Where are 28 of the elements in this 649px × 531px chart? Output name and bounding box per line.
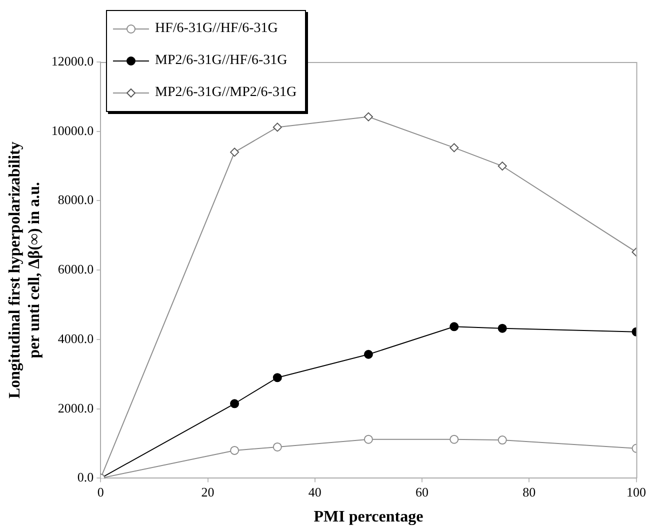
point — [230, 399, 240, 408]
point — [272, 442, 282, 452]
point — [450, 322, 459, 332]
point — [364, 350, 373, 359]
y-tick-label: 12000.0 — [51, 53, 94, 68]
y-tick-label: 10000.0 — [51, 122, 94, 138]
legend-label: MP2/6-31G//HF/6-31G — [155, 53, 288, 69]
x-axis-title: PMI percentage — [314, 508, 424, 526]
point — [272, 373, 282, 382]
x-tick-label: 20 — [201, 484, 214, 500]
y-tick-label: 4000.0 — [58, 330, 94, 346]
x-tick-label: 40 — [308, 484, 322, 500]
point — [498, 436, 507, 445]
y-tick-label: 8000.0 — [58, 192, 94, 208]
legend-label: HF/6-31G//HF/6-31G — [155, 21, 278, 37]
point — [498, 324, 507, 333]
point — [364, 434, 373, 444]
point — [450, 434, 459, 444]
y-tick-label: 2000.0 — [58, 400, 94, 416]
y-axis-title: Longitudinal first hyperpolarizability per unti cell, Δβ(∞) in a.u. — [6, 142, 43, 399]
y-tick-label: 6000.0 — [58, 262, 94, 277]
y-tick-label: 0.0 — [77, 470, 94, 485]
x-tick-label: 80 — [522, 484, 536, 500]
x-tick-label: 0 — [97, 484, 104, 500]
point — [230, 446, 240, 455]
x-tick-label: 100 — [626, 484, 646, 500]
x-tick-label: 60 — [416, 484, 429, 500]
legend-label: MP2/6-31G//MP2/6-31G — [155, 85, 297, 101]
